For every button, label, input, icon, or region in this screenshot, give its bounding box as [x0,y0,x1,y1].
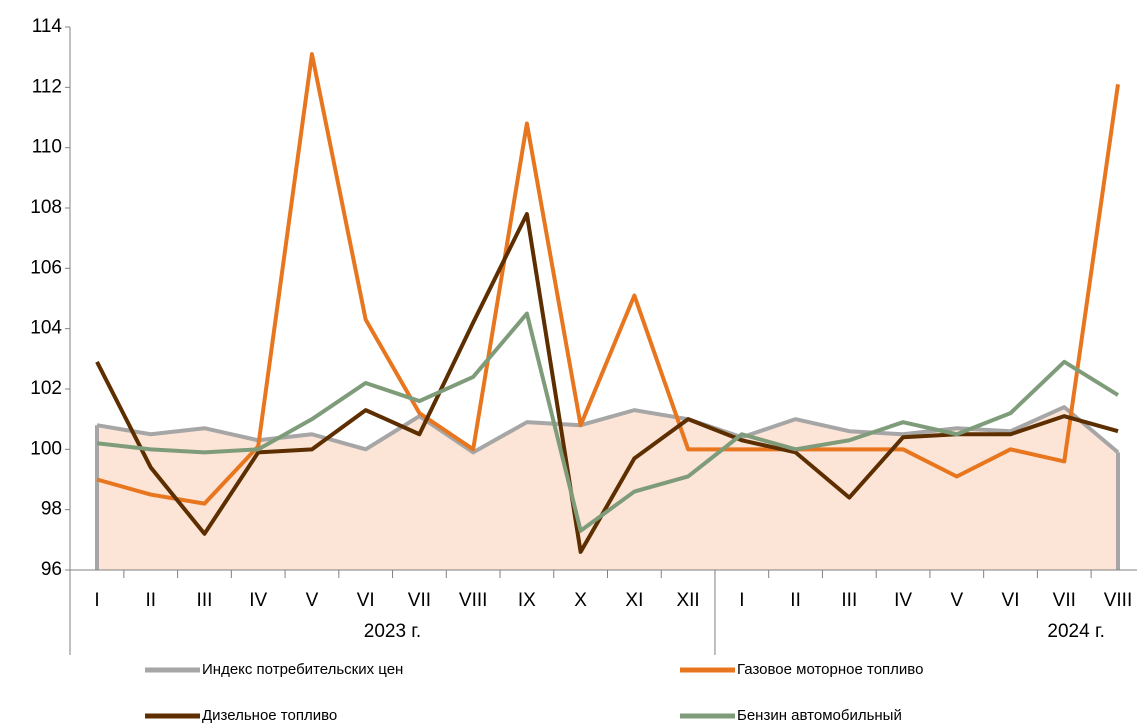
x-tick-label: XI [625,590,643,611]
y-tick-label: 98 [41,499,62,520]
x-tick-label: IV [249,590,267,611]
x-tick-label: XII [676,590,699,611]
x-tick-label: V [950,590,963,611]
line [95,212,1119,554]
y-tick-label: 108 [30,197,62,218]
y-tick-label: 96 [41,559,62,580]
y-tick-label: 110 [32,137,62,158]
y-tick-label: 102 [30,378,62,399]
line [96,52,1120,506]
x-tick-label: I [94,590,99,611]
line [96,311,1120,533]
x-tick-label: VIII [459,590,488,611]
y-tick-label: 114 [32,16,63,37]
x-tick-label: IV [894,590,912,611]
x-tick-label: X [574,590,587,611]
x-tick-label: V [306,590,319,611]
legend-label: Газовое моторное топливо [737,661,923,678]
x-tick-label: II [145,590,156,611]
x-tick-label: I [739,590,744,611]
x-tick-label: IX [518,590,536,611]
x-tick-label: VIII [1104,590,1133,611]
group-label: 2023 г. [364,621,421,642]
x-tick-label: II [790,590,801,611]
legend-label: Индекс потребительских цен [202,661,403,678]
x-tick-label: III [841,590,857,611]
x-tick-label: VI [357,590,375,611]
x-tick-label: VI [1002,590,1020,611]
x-tick-label: VII [1053,590,1076,611]
legend-label: Бензин автомобильный [737,707,902,724]
legend-label: Дизельное топливо [202,707,337,724]
y-tick-label: 100 [30,438,62,459]
y-tick-label: 106 [30,257,62,278]
y-tick-label: 112 [32,76,62,97]
group-label: 2024 г. [1047,621,1104,642]
x-tick-label: III [197,590,213,611]
x-tick-label: VII [408,590,431,611]
line [96,405,1120,455]
y-tick-label: 104 [30,318,62,339]
